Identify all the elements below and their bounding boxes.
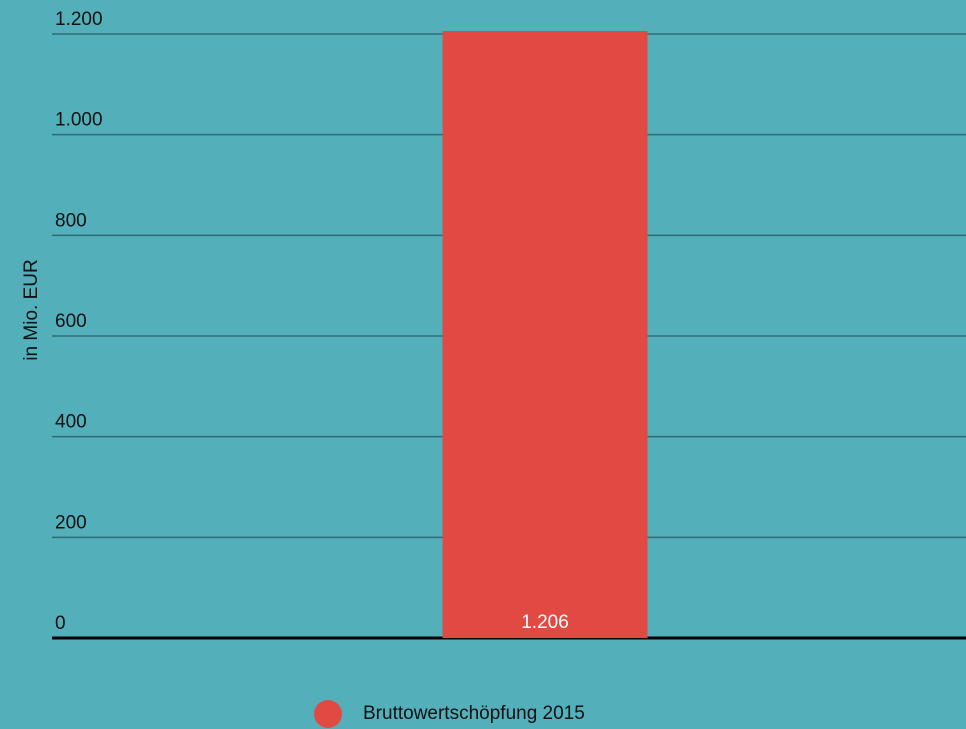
value-label: 1.206 — [521, 612, 569, 633]
y-tick-label: 1.200 — [55, 9, 103, 30]
y-tick-label: 400 — [55, 412, 87, 433]
y-axis-label: in Mio. EUR — [21, 259, 42, 360]
y-tick-label: 1.000 — [55, 110, 103, 131]
legend-label: Bruttowertschöpfung 2015 — [363, 703, 585, 724]
bar — [442, 30, 648, 639]
y-tick-label: 600 — [55, 311, 87, 332]
legend-swatch — [314, 700, 342, 728]
y-tick-label: 800 — [55, 210, 87, 231]
y-tick-label: 0 — [55, 613, 66, 634]
y-tick-label: 200 — [55, 512, 87, 533]
